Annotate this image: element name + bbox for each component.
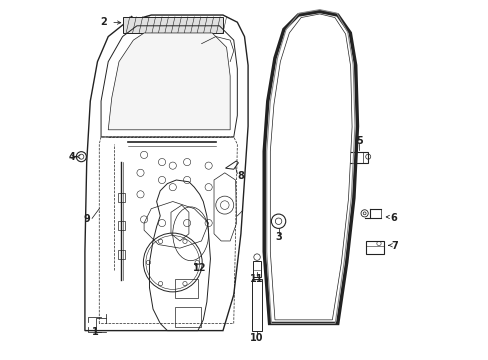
Bar	[366, 241, 384, 253]
Text: 3: 3	[275, 232, 282, 242]
Bar	[252, 261, 261, 277]
Text: 12: 12	[193, 263, 206, 273]
Text: 1: 1	[92, 327, 99, 337]
Bar	[348, 152, 367, 163]
Polygon shape	[270, 14, 351, 320]
Text: 5: 5	[355, 136, 362, 145]
Bar	[174, 307, 201, 327]
Bar	[118, 221, 124, 230]
Bar	[174, 279, 198, 298]
Polygon shape	[108, 33, 230, 130]
Text: 2: 2	[101, 17, 107, 27]
Bar	[252, 279, 261, 330]
Text: 10: 10	[250, 333, 263, 343]
Text: 7: 7	[390, 241, 397, 251]
Bar	[118, 250, 124, 259]
Bar	[118, 193, 124, 202]
Text: 11: 11	[250, 274, 263, 284]
Text: 4: 4	[68, 152, 75, 162]
Text: 9: 9	[83, 215, 90, 224]
Text: 8: 8	[237, 171, 244, 181]
Text: 6: 6	[389, 213, 396, 222]
Polygon shape	[122, 17, 223, 33]
